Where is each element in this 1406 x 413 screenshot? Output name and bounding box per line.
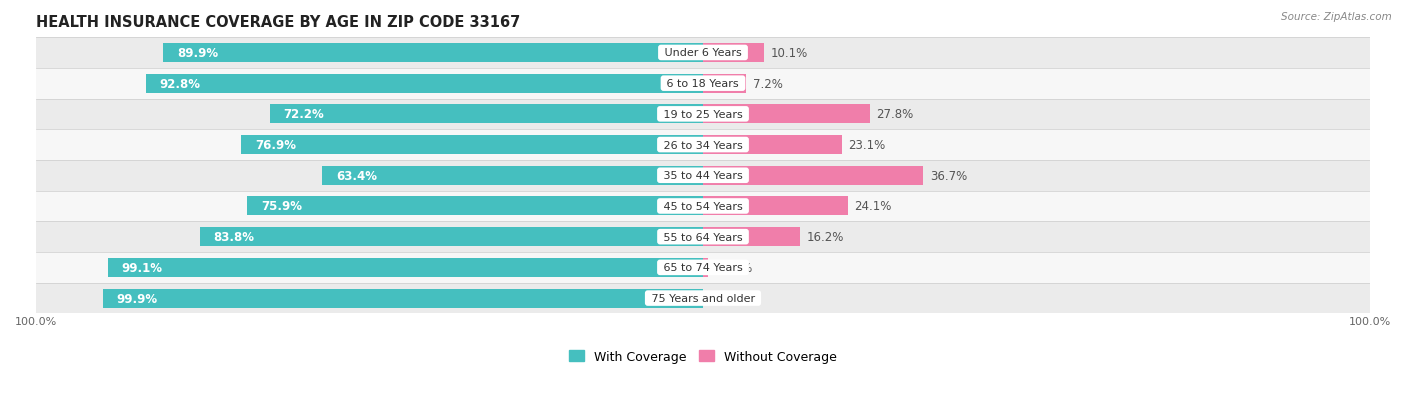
Bar (37, 252, 1369, 283)
Text: 6 to 18 Years: 6 to 18 Years (664, 79, 742, 89)
Text: 23.1%: 23.1% (848, 139, 886, 152)
Bar (703, 136, 842, 155)
Text: 0.91%: 0.91% (716, 261, 752, 274)
Bar (37, 161, 1369, 191)
Text: 45 to 54 Years: 45 to 54 Years (659, 202, 747, 211)
Text: 26 to 34 Years: 26 to 34 Years (659, 140, 747, 150)
Text: HEALTH INSURANCE COVERAGE BY AGE IN ZIP CODE 33167: HEALTH INSURANCE COVERAGE BY AGE IN ZIP … (37, 15, 520, 30)
Text: 76.9%: 76.9% (254, 139, 295, 152)
Text: 24.1%: 24.1% (855, 200, 891, 213)
Bar (146, 74, 703, 93)
Bar (37, 69, 1369, 99)
Text: 19 to 25 Years: 19 to 25 Years (659, 109, 747, 120)
Text: 75 Years and older: 75 Years and older (648, 293, 758, 303)
Text: 99.9%: 99.9% (117, 292, 157, 305)
Bar (37, 283, 1369, 313)
Bar (200, 228, 703, 247)
Text: Under 6 Years: Under 6 Years (661, 48, 745, 58)
Bar (37, 130, 1369, 161)
Bar (163, 44, 703, 63)
Text: 72.2%: 72.2% (283, 108, 323, 121)
Bar (703, 228, 800, 247)
Bar (703, 74, 747, 93)
Text: 55 to 64 Years: 55 to 64 Years (659, 232, 747, 242)
Text: 35 to 44 Years: 35 to 44 Years (659, 171, 747, 181)
Text: 63.4%: 63.4% (336, 169, 377, 182)
Bar (703, 258, 709, 277)
Text: 83.8%: 83.8% (214, 230, 254, 244)
Legend: With Coverage, Without Coverage: With Coverage, Without Coverage (564, 345, 842, 368)
Bar (703, 44, 763, 63)
Text: 7.2%: 7.2% (752, 78, 783, 90)
Bar (270, 105, 703, 124)
Text: 75.9%: 75.9% (260, 200, 302, 213)
Bar (37, 99, 1369, 130)
Bar (108, 258, 703, 277)
Bar (247, 197, 703, 216)
Bar (322, 166, 703, 185)
Bar (703, 197, 848, 216)
Bar (703, 166, 924, 185)
Text: 16.2%: 16.2% (807, 230, 844, 244)
Bar (104, 289, 703, 308)
Text: 65 to 74 Years: 65 to 74 Years (659, 263, 747, 273)
Text: Source: ZipAtlas.com: Source: ZipAtlas.com (1281, 12, 1392, 22)
Bar (37, 191, 1369, 222)
Text: 89.9%: 89.9% (177, 47, 218, 60)
Text: 99.1%: 99.1% (121, 261, 163, 274)
Bar (37, 38, 1369, 69)
Bar (703, 105, 870, 124)
Bar (242, 136, 703, 155)
Text: 92.8%: 92.8% (159, 78, 201, 90)
Text: 27.8%: 27.8% (876, 108, 914, 121)
Bar (37, 222, 1369, 252)
Text: 36.7%: 36.7% (929, 169, 967, 182)
Text: 0.07%: 0.07% (710, 292, 747, 305)
Text: 10.1%: 10.1% (770, 47, 807, 60)
